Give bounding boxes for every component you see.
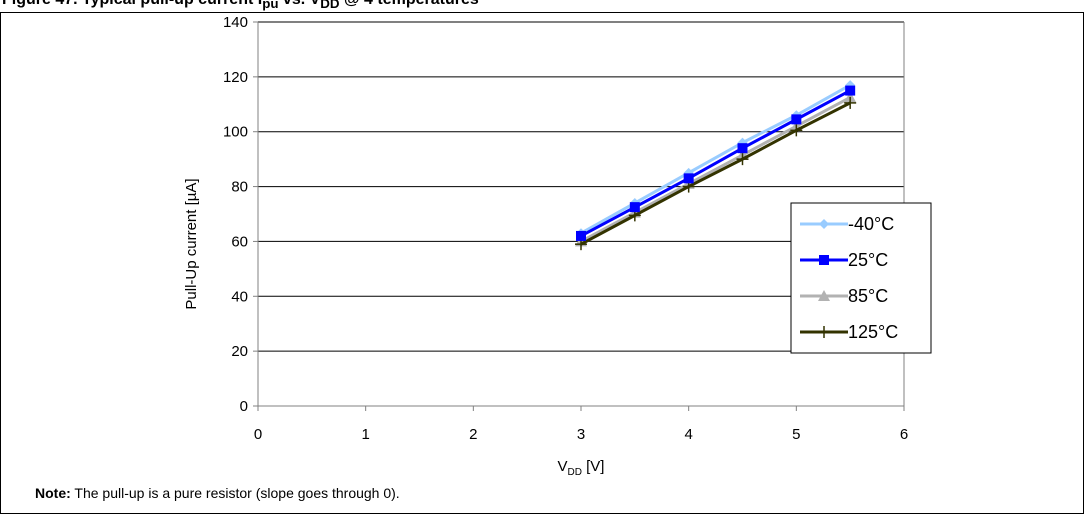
y-tick-label-20: 20 [231,343,248,360]
series-1-point-3 [737,143,748,154]
legend-label-1: 25°C [848,250,888,270]
x-axis-label-unit: [V] [582,458,605,475]
series-line-0 [580,83,851,235]
series-1-point-5 [845,85,856,96]
series-1-point-1 [629,202,640,213]
series-1-point-2 [683,173,694,184]
y-tick-label-100: 100 [223,124,248,141]
series-1-point-4 [791,114,802,125]
figure-title-end: @ 4 temperatures [340,0,479,8]
x-tick-label-3: 3 [577,426,585,443]
figure-title: Figure 47. Typical pull-up current Ipu v… [2,0,479,11]
legend-marker-0 [819,219,829,229]
series-line-1 [580,89,851,238]
series-3-point-4 [790,124,803,137]
x-tick-label-1: 1 [361,426,369,443]
figure-note: Note: The pull-up is a pure resistor (sl… [35,485,400,501]
note-text: The pull-up is a pure resistor (slope go… [70,485,400,501]
legend-item-2: 85°C [800,286,888,306]
series-line-2 [580,96,851,243]
series-3-point-3 [736,153,749,166]
figure-title-text: Figure 47. Typical pull-up current I [2,0,262,8]
legend-item-1: 25°C [800,250,888,270]
legend-item-3: 125°C [800,322,898,342]
series-3 [575,96,857,251]
x-axis-label-sub: DD [568,467,582,478]
legend-marker-1 [819,255,829,265]
series-3-point-5 [844,96,857,109]
legend-box [790,202,932,354]
figure-title-sub: pu [262,0,279,12]
legend-label-0: -40°C [848,214,894,234]
x-tick-label-5: 5 [792,426,800,443]
y-tick-label-40: 40 [231,288,248,305]
y-tick-label-60: 60 [231,233,248,250]
legend-marker-3 [818,326,830,338]
y-tick-label-140: 140 [223,14,248,31]
x-tick-label-0: 0 [254,426,262,443]
y-tick-label-0: 0 [240,398,248,415]
x-axis-label-main: V [558,458,568,475]
figure-title-sub2: DD [320,0,340,12]
legend-layer: -40°C 25°C 85°C 125°C [790,202,932,354]
series-line-3 [580,101,851,246]
y-tick-label-120: 120 [223,69,248,86]
series-1 [576,85,856,241]
x-tick-label-6: 6 [900,426,908,443]
axes-layer: 0 20 40 60 80 100 120 140 0 1 2 3 4 5 6 [223,14,908,443]
legend-marker-2 [818,290,830,301]
legend-label-3: 125°C [848,322,898,342]
x-tick-label-2: 2 [469,426,477,443]
figure-title-strip: Figure 47. Typical pull-up current Ipu v… [0,0,1084,12]
series-layer [575,80,857,251]
figure-title-tail: vs. V [278,0,320,8]
legend-label-2: 85°C [848,286,888,306]
series-1-point-0 [576,230,586,241]
note-label: Note: [35,485,71,501]
y-axis-label: Pull-Up current [µA] [183,178,200,309]
x-axis-label: VDD [V] [558,458,605,478]
y-tick-label-80: 80 [231,179,248,196]
x-tick-label-4: 4 [684,426,692,443]
legend-item-0: -40°C [800,214,894,234]
